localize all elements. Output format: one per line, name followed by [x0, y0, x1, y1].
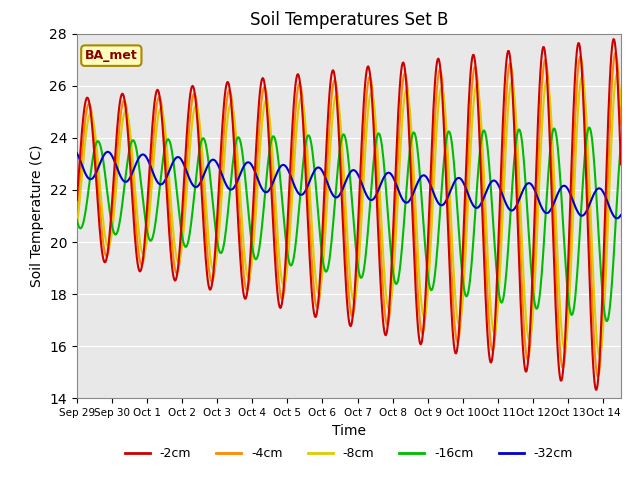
Y-axis label: Soil Temperature (C): Soil Temperature (C): [30, 145, 44, 287]
Legend: -2cm, -4cm, -8cm, -16cm, -32cm: -2cm, -4cm, -8cm, -16cm, -32cm: [120, 442, 578, 465]
Title: Soil Temperatures Set B: Soil Temperatures Set B: [250, 11, 448, 29]
X-axis label: Time: Time: [332, 424, 366, 438]
Text: BA_met: BA_met: [85, 49, 138, 62]
